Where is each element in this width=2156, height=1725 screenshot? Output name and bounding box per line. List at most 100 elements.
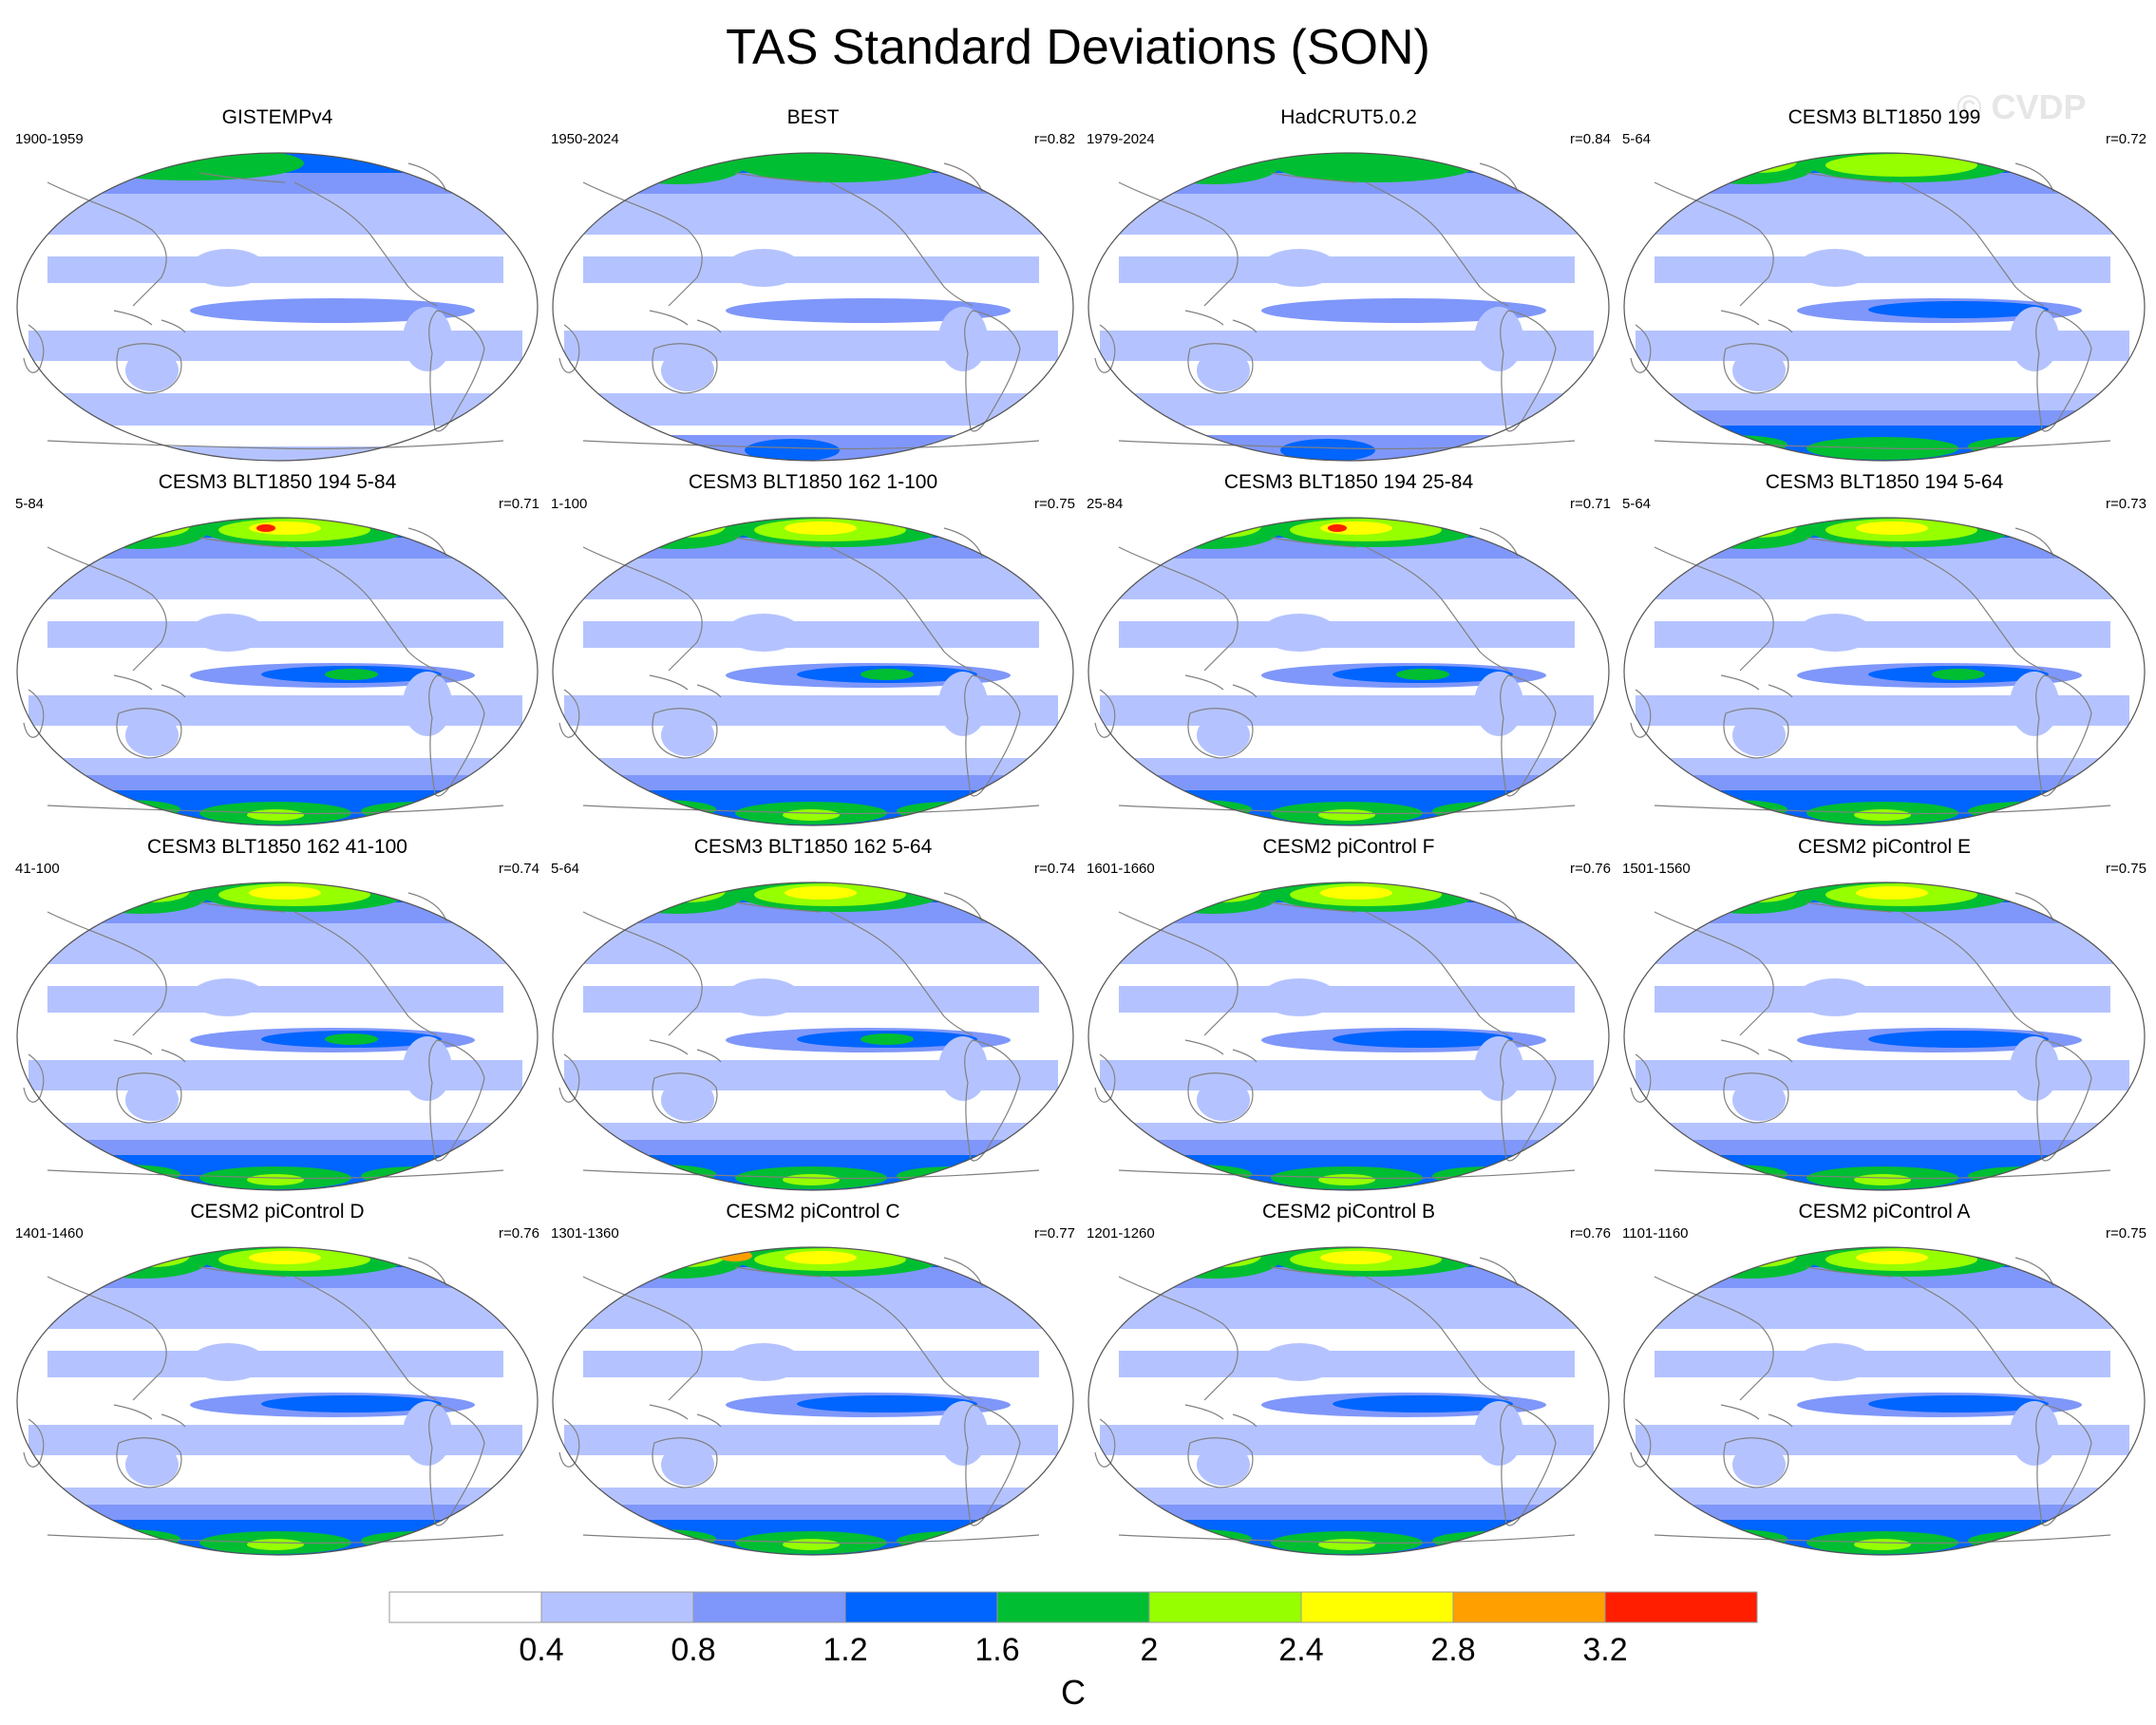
map-panel: CESM2 piControl E 1501-1560 r=0.75 bbox=[1617, 836, 2152, 1199]
panel-pattern-correlation: r=0.77 bbox=[1034, 1225, 1075, 1242]
map-panel: CESM2 piControl F 1601-1660 r=0.76 bbox=[1081, 836, 1617, 1199]
contour-fill bbox=[17, 1247, 538, 1555]
panel-years: 5-64 bbox=[551, 861, 580, 877]
colorbar-tick-label: 2 bbox=[1141, 1632, 1159, 1668]
coastlines bbox=[1094, 162, 1576, 450]
coastlines bbox=[558, 162, 1040, 450]
panel-years: 1501-1560 bbox=[1622, 861, 1691, 877]
map-panel: CESM2 piControl A 1101-1160 r=0.75 bbox=[1617, 1201, 2152, 1564]
panel-title: CESM2 piControl A bbox=[1798, 1201, 1971, 1223]
panel-title: CESM3 BLT1850 194 25-84 bbox=[1223, 471, 1474, 493]
panel-pattern-correlation: r=0.75 bbox=[2106, 1225, 2147, 1242]
panel-grid: GISTEMPv4 1900-1959 BEST 1950-2024 r=0.82 Had… bbox=[9, 106, 2152, 1564]
panel-title: CESM2 piControl C bbox=[726, 1201, 900, 1223]
map-panel: CESM3 BLT1850 194 5-84 5-84 r=0.71 bbox=[9, 471, 545, 834]
panel-years: 5-64 bbox=[1622, 496, 1652, 512]
map-panel: GISTEMPv4 1900-1959 bbox=[9, 106, 545, 469]
panel-title: GISTEMPv4 bbox=[221, 106, 333, 128]
panel-pattern-correlation: r=0.76 bbox=[1570, 861, 1611, 877]
coastlines bbox=[23, 892, 504, 1180]
colorbar-cell bbox=[692, 1591, 846, 1623]
panel-title: CESM3 BLT1850 162 5-64 bbox=[693, 836, 933, 858]
robinson-map bbox=[552, 881, 1074, 1191]
panel-title: CESM3 BLT1850 162 41-100 bbox=[147, 836, 407, 858]
map-panel: CESM2 piControl D 1401-1460 r=0.76 bbox=[9, 1201, 545, 1564]
panel-pattern-correlation: r=0.72 bbox=[2106, 131, 2147, 147]
coastlines bbox=[558, 1257, 1040, 1545]
colorbar-cell bbox=[540, 1591, 694, 1623]
colorbar-tick-label: 2.8 bbox=[1430, 1632, 1475, 1668]
robinson-map bbox=[16, 1246, 539, 1556]
map-panel: CESM3 BLT1850 199 5-64 r=0.72 bbox=[1617, 106, 2152, 469]
robinson-map bbox=[16, 881, 539, 1191]
panel-pattern-correlation: r=0.76 bbox=[499, 1225, 539, 1242]
panel-years: 5-84 bbox=[15, 496, 45, 512]
panel-pattern-correlation: r=0.74 bbox=[1034, 861, 1075, 877]
panel-title: CESM2 piControl D bbox=[190, 1201, 365, 1223]
colorbar-tick-label: 0.8 bbox=[671, 1632, 715, 1668]
panel-years: 1301-1360 bbox=[551, 1225, 619, 1242]
panel-pattern-correlation: r=0.84 bbox=[1570, 131, 1611, 147]
robinson-map bbox=[1623, 1246, 2146, 1556]
colorbar-cell bbox=[1300, 1591, 1454, 1623]
robinson-map bbox=[552, 152, 1074, 462]
panel-title: BEST bbox=[786, 106, 840, 128]
cvdp-watermark: © CVDP bbox=[1957, 87, 2087, 126]
robinson-map bbox=[1623, 152, 2146, 462]
panel-pattern-correlation: r=0.71 bbox=[1570, 496, 1611, 512]
robinson-map bbox=[16, 152, 539, 462]
robinson-map bbox=[1623, 517, 2146, 826]
panel-years: 1601-1660 bbox=[1087, 861, 1155, 877]
map-panel: CESM3 BLT1850 162 1-100 1-100 r=0.75 bbox=[545, 471, 1081, 834]
map-panel: CESM3 BLT1850 162 5-64 5-64 r=0.74 bbox=[545, 836, 1081, 1199]
contour-fill bbox=[553, 882, 1073, 1190]
panel-title: CESM3 BLT1850 194 5-84 bbox=[158, 471, 397, 493]
contour-fill bbox=[1088, 518, 1609, 825]
panel-title: CESM2 piControl F bbox=[1262, 836, 1435, 858]
panel-years: 41-100 bbox=[15, 861, 60, 877]
contour-fill bbox=[553, 153, 1073, 461]
panel-title: CESM3 BLT1850 162 1-100 bbox=[688, 471, 938, 493]
map-panel: CESM3 BLT1850 162 41-100 41-100 r=0.74 bbox=[9, 836, 545, 1199]
map-panel: CESM3 BLT1850 194 5-64 5-64 r=0.73 bbox=[1617, 471, 2152, 834]
panel-title: CESM2 piControl E bbox=[1797, 836, 1972, 858]
robinson-map bbox=[1087, 517, 1610, 826]
colorbar-tick-label: 3.2 bbox=[1582, 1632, 1627, 1668]
colorbar-cell bbox=[1452, 1591, 1606, 1623]
coastlines bbox=[23, 1257, 504, 1545]
panel-pattern-correlation: r=0.74 bbox=[499, 861, 539, 877]
colorbar-cell bbox=[388, 1591, 542, 1623]
panel-title: HadCRUT5.0.2 bbox=[1280, 106, 1417, 128]
robinson-map bbox=[1087, 1246, 1610, 1556]
coastlines bbox=[1094, 527, 1576, 815]
panel-years: 1979-2024 bbox=[1087, 131, 1155, 147]
map-panel: CESM2 piControl B 1201-1260 r=0.76 bbox=[1081, 1201, 1617, 1564]
panel-pattern-correlation: r=0.75 bbox=[1034, 496, 1075, 512]
map-panel: HadCRUT5.0.2 1979-2024 r=0.84 bbox=[1081, 106, 1617, 469]
coastlines bbox=[1094, 1257, 1576, 1545]
robinson-map bbox=[552, 517, 1074, 826]
panel-years: 1900-1959 bbox=[15, 131, 84, 147]
panel-years: 1101-1160 bbox=[1622, 1225, 1689, 1242]
panel-years: 1401-1460 bbox=[15, 1225, 84, 1242]
coastlines bbox=[1630, 1257, 2111, 1545]
colorbar-cell bbox=[996, 1591, 1150, 1623]
panel-years: 1201-1260 bbox=[1087, 1225, 1155, 1242]
contour-fill bbox=[553, 518, 1073, 825]
coastlines bbox=[23, 527, 504, 815]
panel-pattern-correlation: r=0.71 bbox=[499, 496, 539, 512]
colorbar-unit: C bbox=[1061, 1673, 1086, 1712]
colorbar-cell bbox=[1604, 1591, 1758, 1623]
map-panel: CESM2 piControl C 1301-1360 r=0.77 bbox=[545, 1201, 1081, 1564]
contour-fill bbox=[1088, 882, 1609, 1190]
coastlines bbox=[1630, 162, 2111, 450]
map-panel: BEST 1950-2024 r=0.82 bbox=[545, 106, 1081, 469]
contour-fill bbox=[1624, 518, 2145, 825]
panel-title: CESM2 piControl B bbox=[1261, 1201, 1436, 1223]
contour-fill bbox=[1088, 1247, 1609, 1555]
panel-years: 5-64 bbox=[1622, 131, 1652, 147]
contour-fill bbox=[1624, 1247, 2145, 1555]
panel-title: CESM3 BLT1850 199 bbox=[1787, 106, 1981, 128]
colorbar-tick-label: 2.4 bbox=[1278, 1632, 1323, 1668]
colorbar-cell bbox=[1148, 1591, 1302, 1623]
